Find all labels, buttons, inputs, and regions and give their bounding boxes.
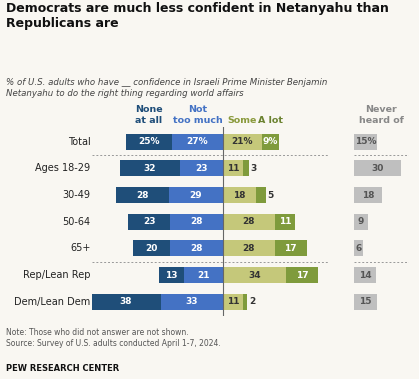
Bar	[222, 240, 275, 257]
Bar	[354, 160, 401, 176]
Text: 28: 28	[190, 244, 203, 253]
Text: PEW RESEARCH CENTER: PEW RESEARCH CENTER	[6, 364, 119, 373]
Bar	[354, 187, 382, 203]
Bar	[161, 294, 222, 310]
Bar	[171, 214, 222, 230]
Text: 11: 11	[227, 297, 239, 306]
Bar	[256, 187, 266, 203]
Text: 28: 28	[243, 217, 255, 226]
Text: 11: 11	[279, 217, 291, 226]
Bar	[354, 294, 378, 310]
Text: 15: 15	[360, 297, 372, 306]
Text: Never
heard of: Never heard of	[359, 105, 404, 125]
Text: 28: 28	[136, 191, 149, 199]
Bar	[222, 187, 256, 203]
Bar	[159, 267, 184, 283]
Text: 21: 21	[197, 271, 210, 280]
Text: 18: 18	[233, 191, 246, 199]
Text: Rep/Lean Rep: Rep/Lean Rep	[23, 270, 91, 280]
Text: 17: 17	[295, 271, 308, 280]
Text: 25%: 25%	[138, 137, 160, 146]
Bar	[275, 240, 307, 257]
Bar	[243, 160, 249, 176]
Bar	[171, 240, 222, 257]
Bar	[116, 187, 168, 203]
Bar	[180, 160, 222, 176]
Bar	[120, 160, 180, 176]
Text: 34: 34	[248, 271, 261, 280]
Text: 23: 23	[195, 164, 207, 173]
Text: Democrats are much less confident in Netanyahu than
Republicans are: Democrats are much less confident in Net…	[6, 2, 389, 30]
Text: 9: 9	[358, 217, 364, 226]
Text: Total: Total	[67, 137, 91, 147]
Text: 18: 18	[362, 191, 374, 199]
Text: 20: 20	[146, 244, 158, 253]
Bar	[128, 214, 171, 230]
Text: 30: 30	[371, 164, 383, 173]
Text: 21%: 21%	[231, 137, 253, 146]
Text: 2: 2	[249, 297, 255, 306]
Text: A lot: A lot	[258, 116, 283, 125]
Text: 32: 32	[144, 164, 156, 173]
Text: 29: 29	[189, 191, 202, 199]
Bar	[354, 214, 368, 230]
Text: Some: Some	[228, 116, 257, 125]
Bar	[222, 214, 275, 230]
Bar	[354, 134, 378, 150]
Text: 27%: 27%	[187, 137, 208, 146]
Bar	[262, 134, 279, 150]
Bar	[222, 267, 286, 283]
Text: 38: 38	[119, 297, 132, 306]
Bar	[222, 294, 243, 310]
Bar	[133, 240, 171, 257]
Bar	[91, 294, 161, 310]
Bar	[286, 267, 318, 283]
Text: 23: 23	[143, 217, 155, 226]
Text: 13: 13	[165, 271, 178, 280]
Bar	[172, 134, 222, 150]
Text: Note: Those who did not answer are not shown.
Source: Survey of U.S. adults cond: Note: Those who did not answer are not s…	[6, 328, 221, 348]
Bar	[168, 187, 222, 203]
Text: 28: 28	[243, 244, 255, 253]
Bar	[243, 294, 247, 310]
Text: 6: 6	[356, 244, 362, 253]
Text: Ages 18-29: Ages 18-29	[35, 163, 91, 173]
Text: 15%: 15%	[355, 137, 377, 146]
Bar	[275, 214, 295, 230]
Text: 5: 5	[267, 191, 274, 199]
Text: 9%: 9%	[263, 137, 278, 146]
Text: 11: 11	[227, 164, 239, 173]
Text: 33: 33	[186, 297, 198, 306]
Text: Not
too much: Not too much	[173, 105, 222, 125]
Text: 17: 17	[285, 244, 297, 253]
Text: None
at all: None at all	[135, 105, 163, 125]
Bar	[354, 240, 363, 257]
Bar	[222, 134, 262, 150]
Bar	[184, 267, 222, 283]
Text: 28: 28	[190, 217, 203, 226]
Bar	[126, 134, 172, 150]
Text: 65+: 65+	[70, 243, 91, 254]
Text: Dem/Lean Dem: Dem/Lean Dem	[14, 297, 91, 307]
Text: 30-49: 30-49	[62, 190, 91, 200]
Bar	[222, 160, 243, 176]
Text: % of U.S. adults who have __ confidence in Israeli Prime Minister Benjamin
Netan: % of U.S. adults who have __ confidence …	[6, 78, 328, 98]
Bar	[354, 267, 376, 283]
Text: 14: 14	[359, 271, 371, 280]
Text: 50-64: 50-64	[62, 217, 91, 227]
Text: 3: 3	[251, 164, 257, 173]
